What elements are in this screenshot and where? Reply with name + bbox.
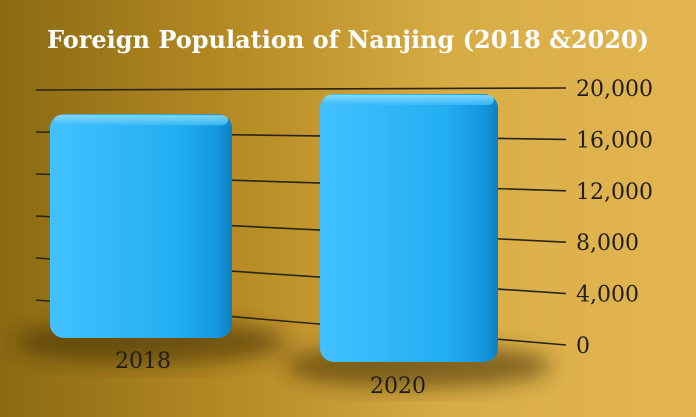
y-tick-label: 4,000 xyxy=(576,283,639,308)
x-category-label: 2020 xyxy=(370,374,426,399)
bar xyxy=(320,94,498,362)
y-tick-label: 20,000 xyxy=(576,77,653,102)
chart-title: Foreign Population of Nanjing (2018 &202… xyxy=(47,25,649,54)
bar-top-highlight xyxy=(324,95,494,105)
x-axis-labels: 2018 2020 xyxy=(115,349,426,399)
y-tick-label: 0 xyxy=(576,334,590,359)
y-tick-label: 12,000 xyxy=(576,180,653,205)
y-tick-label: 16,000 xyxy=(576,128,653,153)
y-axis-ticks: 0 4,000 8,000 12,000 16,000 20,000 xyxy=(576,77,653,359)
y-tick-label: 8,000 xyxy=(576,231,639,256)
bars xyxy=(50,94,498,362)
gridline xyxy=(35,87,567,91)
x-category-label: 2018 xyxy=(115,349,171,374)
bar-top-highlight xyxy=(54,115,228,126)
bar xyxy=(50,114,232,338)
